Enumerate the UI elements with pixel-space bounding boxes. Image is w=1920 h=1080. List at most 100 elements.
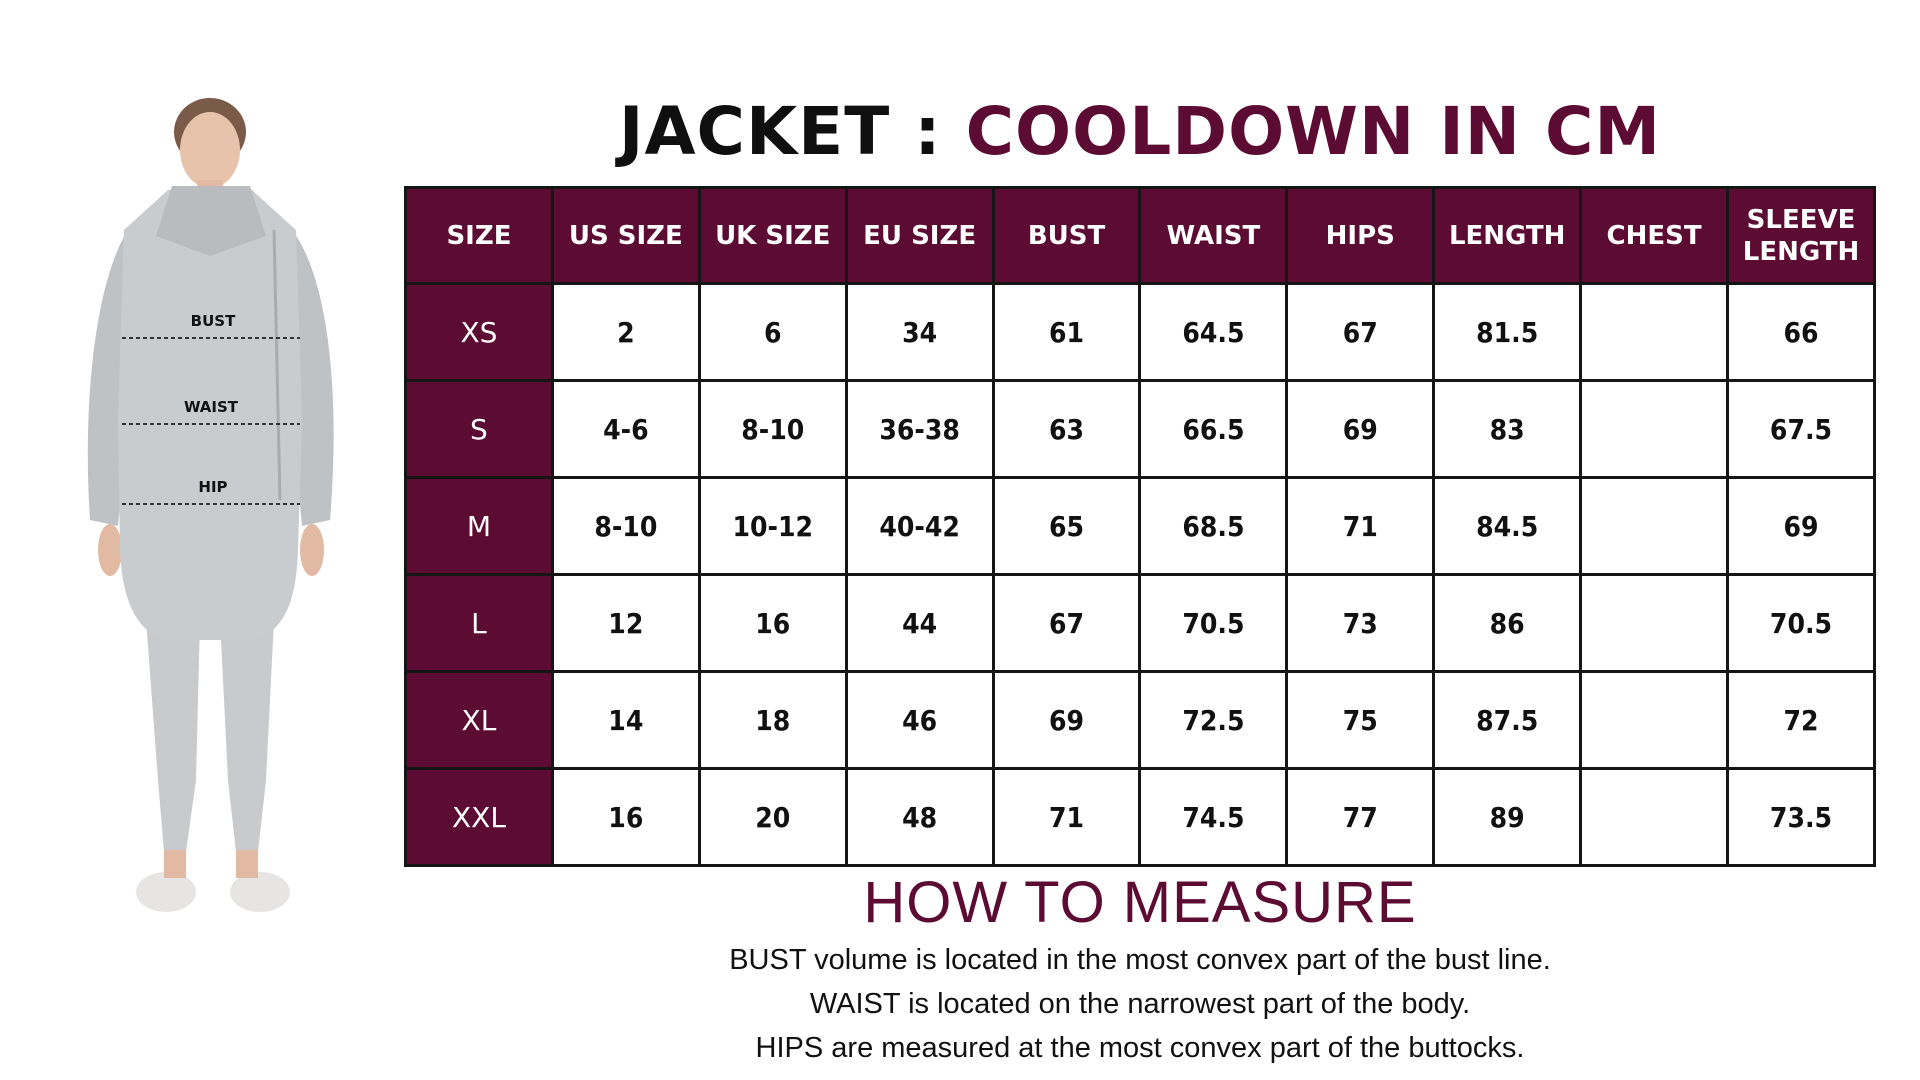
- table-cell: 70.5: [1726, 573, 1876, 673]
- title-prefix: JACKET :: [618, 93, 966, 170]
- table-cell: 81.5: [1432, 282, 1583, 382]
- model-face: [180, 112, 240, 188]
- header-bust: BUST: [991, 186, 1142, 285]
- table-cell: 89: [1432, 767, 1583, 867]
- size-label-cell: XXL: [404, 767, 554, 867]
- table-cell: 6: [697, 282, 848, 382]
- table-cell: 46: [844, 670, 995, 770]
- table-cell: 69: [1285, 379, 1436, 479]
- header-size: SIZE: [404, 186, 554, 285]
- table-cell: 73.5: [1726, 767, 1876, 867]
- header-length: LENGTH: [1432, 186, 1583, 285]
- table-cell: 16: [697, 573, 848, 673]
- table-cell: 69: [1726, 476, 1876, 576]
- model-shoe-right: [230, 872, 290, 912]
- table-cell: [1579, 379, 1730, 479]
- title-accent: COOLDOWN IN CM: [965, 93, 1662, 170]
- table-cell: 18: [697, 670, 848, 770]
- header-waist: WAIST: [1138, 186, 1289, 285]
- table-cell: 84.5: [1432, 476, 1583, 576]
- table-row: XL 14 18 46 69 72.5 75 87.5 72: [404, 670, 1876, 770]
- model-hand-right: [300, 524, 324, 576]
- table-cell: 16: [550, 767, 701, 867]
- model-jacket-seam: [272, 229, 282, 501]
- waist-label: WAIST: [184, 398, 239, 416]
- header-uk-size: UK SIZE: [697, 186, 848, 285]
- header-hips: HIPS: [1285, 186, 1436, 285]
- hip-label: HIP: [198, 478, 227, 496]
- size-label-cell: M: [404, 476, 554, 576]
- table-cell: 2: [550, 282, 701, 382]
- header-chest: CHEST: [1579, 186, 1730, 285]
- table-cell: 83: [1432, 379, 1583, 479]
- table-cell: 74.5: [1138, 767, 1289, 867]
- model-shoe-left: [136, 872, 196, 912]
- model-ankle-left: [164, 850, 186, 878]
- table-cell: 66.5: [1138, 379, 1289, 479]
- model-jacket: [118, 190, 302, 640]
- measure-instruction-waist: WAIST is located on the narrowest part o…: [809, 988, 1471, 1020]
- table-cell: 70.5: [1138, 573, 1289, 673]
- table-cell: 8-10: [697, 379, 848, 479]
- table-row: L 12 16 44 67 70.5 73 86 70.5: [404, 573, 1876, 673]
- how-to-measure-title: HOW TO MEASURE: [863, 870, 1417, 935]
- header-eu-size: EU SIZE: [844, 186, 995, 285]
- size-label-cell: XS: [404, 282, 554, 382]
- bust-label: BUST: [191, 312, 236, 330]
- table-cell: 69: [991, 670, 1142, 770]
- size-label-cell: XL: [404, 670, 554, 770]
- table-row: M 8-10 10-12 40-42 65 68.5 71 84.5 69: [404, 476, 1876, 576]
- table-cell: 40-42: [844, 476, 995, 576]
- table-cell: 67: [991, 573, 1142, 673]
- measure-instruction-bust: BUST volume is located in the most conve…: [729, 944, 1551, 976]
- table-cell: 77: [1285, 767, 1436, 867]
- table-cell: 14: [550, 670, 701, 770]
- table-cell: 67: [1285, 282, 1436, 382]
- table-cell: 8-10: [550, 476, 701, 576]
- table-cell: [1579, 767, 1730, 867]
- table-cell: 44: [844, 573, 995, 673]
- table-cell: [1579, 670, 1730, 770]
- table-cell: 68.5: [1138, 476, 1289, 576]
- model-leggings: [146, 620, 274, 852]
- header-us-size: US SIZE: [550, 186, 701, 285]
- table-cell: 86: [1432, 573, 1583, 673]
- table-cell: 67.5: [1726, 379, 1876, 479]
- table-cell: [1579, 282, 1730, 382]
- table-cell: 4-6: [550, 379, 701, 479]
- size-chart-table: SIZE US SIZE UK SIZE EU SIZE BUST WAIST …: [404, 186, 1876, 867]
- table-cell: 48: [844, 767, 995, 867]
- size-label-cell: S: [404, 379, 554, 479]
- table-cell: 10-12: [697, 476, 848, 576]
- table-cell: 73: [1285, 573, 1436, 673]
- table-cell: 20: [697, 767, 848, 867]
- table-body: XS 2 6 34 61 64.5 67 81.5 66 S 4-6 8-10 36-38 63 66.5 6…: [404, 282, 1876, 867]
- table-cell: 34: [844, 282, 995, 382]
- table-cell: 71: [991, 767, 1142, 867]
- table-cell: [1579, 573, 1730, 673]
- table-cell: 64.5: [1138, 282, 1289, 382]
- table-cell: 63: [991, 379, 1142, 479]
- page-title: JACKET : COOLDOWN IN CM: [404, 92, 1876, 172]
- header-sleeve-length: SLEEVE LENGTH: [1726, 186, 1876, 285]
- model-jacket-collar: [156, 186, 266, 256]
- table-cell: 87.5: [1432, 670, 1583, 770]
- table-row: XXL 16 20 48 71 74.5 77 89 73.5: [404, 767, 1876, 867]
- model-figure: BUST WAIST HIP: [87, 98, 334, 912]
- table-cell: 72: [1726, 670, 1876, 770]
- table-cell: 12: [550, 573, 701, 673]
- table-cell: 36-38: [844, 379, 995, 479]
- measure-instruction-hips: HIPS are measured at the most convex par…: [755, 1032, 1525, 1064]
- table-cell: [1579, 476, 1730, 576]
- table-header-row: SIZE US SIZE UK SIZE EU SIZE BUST WAIST …: [404, 186, 1876, 285]
- table-cell: 72.5: [1138, 670, 1289, 770]
- size-label-cell: L: [404, 573, 554, 673]
- table-cell: 71: [1285, 476, 1436, 576]
- table-cell: 61: [991, 282, 1142, 382]
- table-row: XS 2 6 34 61 64.5 67 81.5 66: [404, 282, 1876, 382]
- table-row: S 4-6 8-10 36-38 63 66.5 69 83 67.5: [404, 379, 1876, 479]
- table-cell: 75: [1285, 670, 1436, 770]
- model-ankle-right: [236, 850, 258, 878]
- table-cell: 66: [1726, 282, 1876, 382]
- table-cell: 65: [991, 476, 1142, 576]
